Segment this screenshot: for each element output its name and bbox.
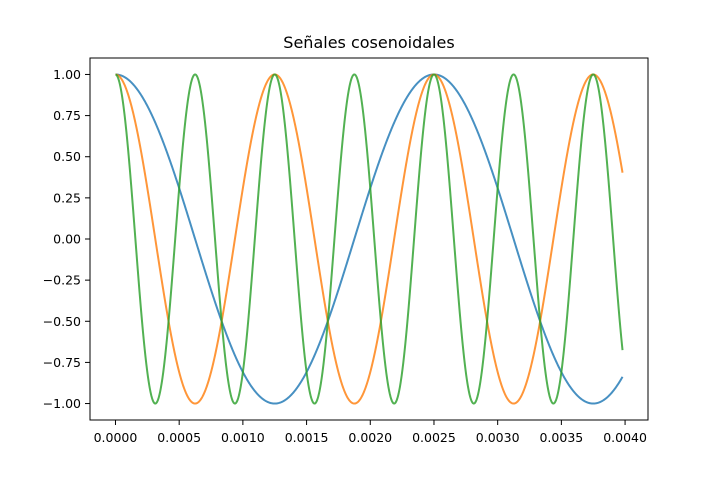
x-tick-label: 0.0015 [285,430,329,445]
y-tick-label: −0.25 [43,273,81,288]
x-tick-label: 0.0025 [412,430,456,445]
series-layer [114,73,624,405]
x-axis-ticks: 0.0000 0.0005 0.0010 0.0015 0.0020 0.0025 0.00… [94,420,647,445]
series-line-2 [114,73,624,405]
axes-frame [89,57,649,421]
series-line-1 [114,73,624,405]
y-tick-label: 0.75 [53,108,81,123]
x-tick-label: 0.0000 [94,430,138,445]
series-line-3 [114,73,624,405]
y-axis-ticks: 1.00 0.75 0.50 0.25 0.00 −0.25 −0.50 −0.75 −1.00 [43,67,90,411]
x-tick-label: 0.0040 [603,430,647,445]
chart-title: Señales cosenoidales [283,33,454,52]
y-tick-label: −0.50 [43,314,81,329]
x-tick-label: 0.0030 [476,430,520,445]
y-tick-label: 0.00 [53,232,81,247]
x-tick-label: 0.0010 [221,430,265,445]
x-tick-label: 0.0035 [539,430,583,445]
x-tick-label: 0.0020 [348,430,392,445]
y-tick-label: −0.75 [43,355,81,370]
y-tick-label: −1.00 [43,396,81,411]
y-tick-label: 0.25 [53,190,81,205]
y-tick-label: 1.00 [53,67,81,82]
x-tick-label: 0.0005 [157,430,201,445]
y-tick-label: 0.50 [53,149,81,164]
